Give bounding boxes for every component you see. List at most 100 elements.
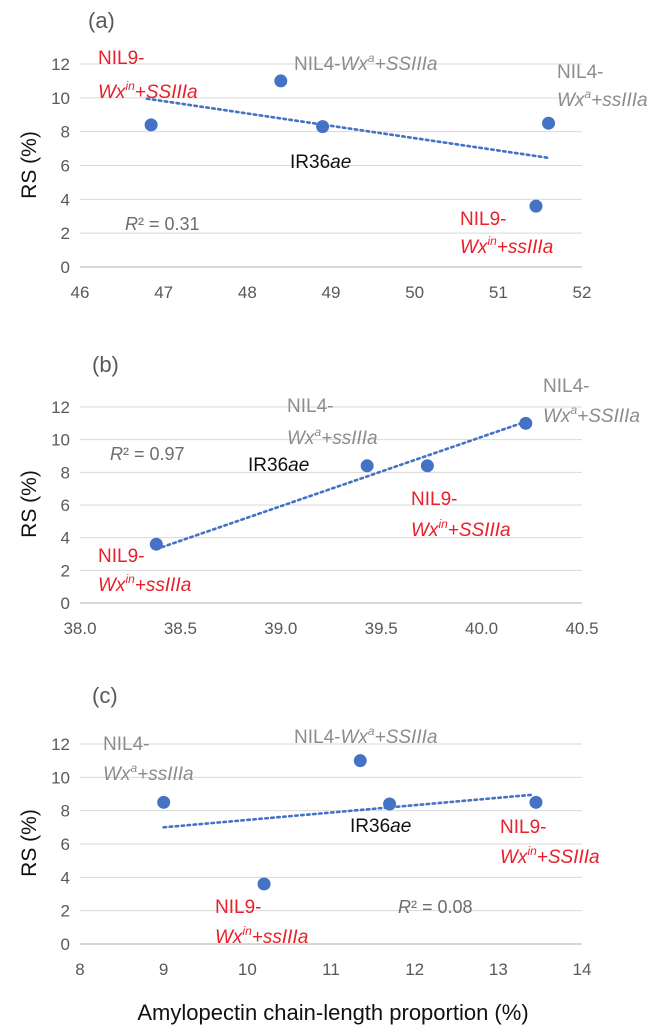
point-label-part: in [125,572,135,586]
x-tick-label: 40.0 [465,619,498,638]
x-tick-label: 13 [489,960,508,979]
x-tick-label: 9 [159,960,168,979]
point-label: NIL4-Wxa+SSIIIa [294,724,437,748]
point-label-part: +ssIIIa [591,90,648,111]
trendline [145,97,550,160]
r-squared-symbol: R [110,444,123,464]
point-label: NIL9- [460,209,506,230]
point-label-part: a [130,761,137,775]
point-label: Wxin+ssIIIa [460,234,553,258]
panel-label: (a) [88,8,115,33]
r-squared-label: R² = 0.08 [398,897,473,917]
point-label: Wxin+SSIIIa [411,517,511,541]
y-tick-label: 12 [51,55,70,74]
x-tick-label: 48 [238,283,257,302]
r-squared-symbol: R [398,897,411,917]
point-label-part: NIL9- [98,48,144,69]
y-tick-label: 4 [61,868,70,887]
r-squared-value: ² = 0.97 [123,444,185,464]
data-point [529,199,543,213]
y-tick-label: 8 [61,463,70,482]
r-squared-label: R² = 0.97 [110,444,185,464]
y-tick-label: 8 [61,802,70,821]
point-label-part: +ssIIIa [497,237,554,258]
point-label: NIL4- [287,396,333,417]
point-label-part: +SSIIIa [537,847,600,868]
point-label-part: NIL9- [98,546,144,567]
y-tick-label: 2 [61,561,70,580]
point-label: Wxin+ssIIIa [215,924,308,948]
point-label: IR36ae [248,455,309,476]
y-tick-label: 6 [61,496,70,515]
point-label: NIL4- [557,62,603,83]
point-label-part: Wx [340,54,369,75]
y-axis-title: RS (%) [18,131,41,199]
x-tick-label: 10 [238,960,257,979]
trendline [162,793,534,829]
x-tick-label: 51 [489,283,508,302]
point-label-part: Wx [340,727,369,748]
data-point [144,118,158,132]
y-tick-label: 12 [51,735,70,754]
point-label-part: in [487,234,497,248]
point-label-part: Wx [557,90,586,111]
point-label-part: a [570,403,577,417]
point-label: NIL9- [98,48,144,69]
point-label-part: Wx [411,520,440,541]
x-tick-label: 40.5 [565,619,598,638]
point-label-part: NIL4- [103,734,149,755]
point-label-part: +SSIIIa [448,520,511,541]
point-label: IR36ae [290,152,351,173]
data-point [257,877,271,891]
point-label: Wxin+ssIIIa [98,572,191,596]
y-tick-label: 0 [61,935,70,954]
x-axis-title: Amylopectin chain-length proportion (%) [137,1000,528,1025]
data-point [542,116,556,130]
r-squared-label: R² = 0.31 [125,214,200,234]
point-label: NIL9- [215,897,261,918]
point-label-part: +SSIIIa [135,82,198,103]
point-label-part: a [314,425,321,439]
point-label-part: NIL9- [460,209,506,230]
point-label-part: in [125,79,135,93]
y-tick-label: 0 [61,594,70,613]
y-axis-title: RS (%) [18,470,41,538]
point-label-part: a [368,51,375,65]
point-label-part: NIL4- [294,54,340,75]
point-label-part: NIL9- [215,897,261,918]
point-label-part: NIL9- [411,489,457,510]
point-label-part: Wx [543,406,572,427]
point-label-part: a [584,87,591,101]
x-tick-label: 50 [405,283,424,302]
y-tick-label: 8 [61,123,70,142]
r-squared-value: ² = 0.31 [138,214,200,234]
point-label-part: ae [288,455,309,476]
point-label-part: +ssIIIa [321,428,378,449]
point-label: Wxa+ssIIIa [103,761,194,785]
point-label: NIL9- [98,546,144,567]
point-label-part: ae [390,816,411,837]
point-label-part: Wx [500,847,529,868]
x-tick-label: 38.0 [63,619,96,638]
point-label: NIL9- [500,817,546,838]
point-label-part: +ssIIIa [137,764,194,785]
x-tick-label: 39.0 [264,619,297,638]
point-label-part: in [242,924,252,938]
data-point [149,537,163,551]
x-tick-label: 49 [322,283,341,302]
y-tick-label: 10 [51,431,70,450]
data-point [157,795,171,809]
point-label: Wxin+SSIIIa [500,844,600,868]
point-label: NIL4- [543,376,589,397]
point-label-part: in [527,844,537,858]
panel-1: 0 2 4 6 8 10 12 38.0 38.5 39.0 39.5 40.0 40.5 RS (%) (… [18,352,599,638]
y-tick-label: 2 [61,224,70,243]
point-label-part: NIL9- [500,817,546,838]
x-tick-label: 12 [405,960,424,979]
data-point [420,459,434,473]
point-label-part: IR36 [248,455,288,476]
y-tick-label: 6 [61,157,70,176]
point-label-part: +SSIIIa [375,54,438,75]
